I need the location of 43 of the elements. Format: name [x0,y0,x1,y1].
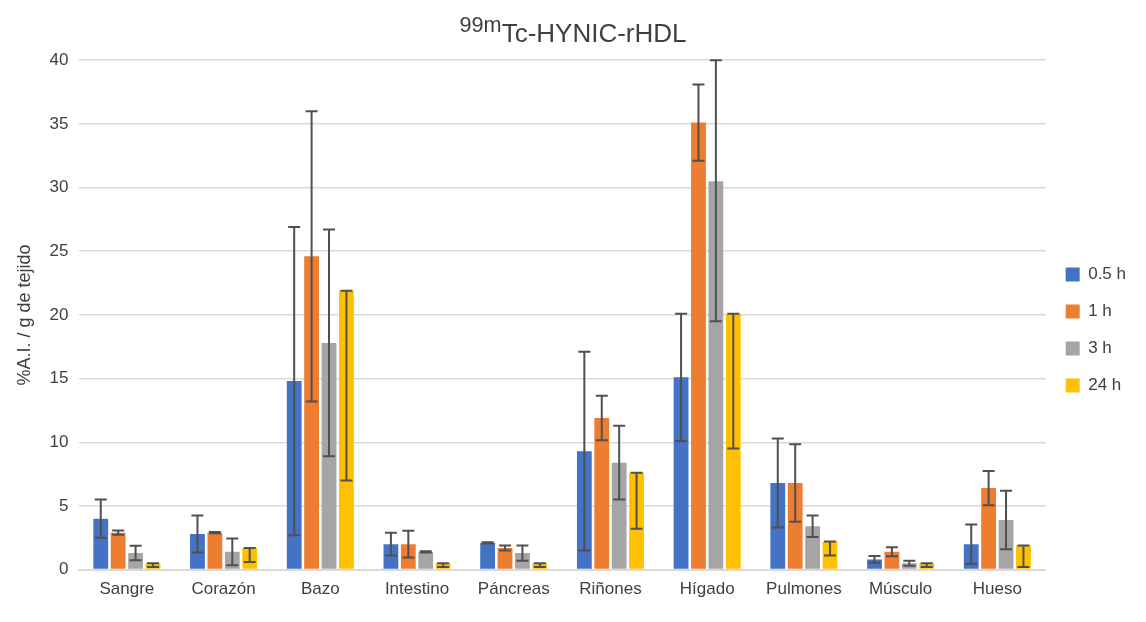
legend-label: 24 h [1088,375,1122,395]
x-tick-label: Páncreas [477,579,550,599]
bar [981,488,997,569]
bar [480,542,496,569]
bar [611,462,627,569]
y-tick-label: 40 [49,49,69,69]
x-tick-label: Sangre [99,579,155,599]
x-tick-label: Músculo [868,579,933,599]
bar [93,518,109,569]
y-tick-label: 0 [59,559,69,579]
y-tick-label: 30 [49,177,69,197]
x-tick-label: Hueso [972,579,1022,599]
bar [725,313,741,569]
x-tick-label: Corazón [191,579,256,599]
bar [304,256,319,569]
legend-label: 3 h [1088,338,1112,358]
x-tick-label: Intestino [384,579,450,599]
x-tick-label: Bazo [300,579,340,599]
bar [787,483,803,569]
bar [805,526,820,569]
bar [691,122,706,569]
x-tick-label: Riñones [579,579,642,599]
bar [708,181,724,569]
y-tick-label: 25 [49,240,69,260]
y-axis-title: %A.I. / g de tejido [13,244,34,386]
bar [673,377,689,569]
bar [339,290,354,569]
y-tick-label: 5 [59,495,69,515]
y-tick-label: 15 [49,368,69,388]
legend-label: 0.5 h [1088,264,1126,284]
bar [594,418,610,569]
y-tick-label: 20 [49,304,69,324]
bar [207,532,223,569]
chart-title: $^{99m}$Tc-HYNIC-rHDL [458,12,688,49]
legend-label: 1 h [1088,301,1112,321]
bar [770,483,786,569]
bar [418,551,434,569]
bar [110,532,126,569]
bar [629,472,644,569]
x-tick-label: Pulmones [766,579,842,599]
x-tick-label: Hígado [679,579,735,599]
y-tick-label: 35 [49,113,69,133]
y-tick-label: 10 [49,431,69,451]
